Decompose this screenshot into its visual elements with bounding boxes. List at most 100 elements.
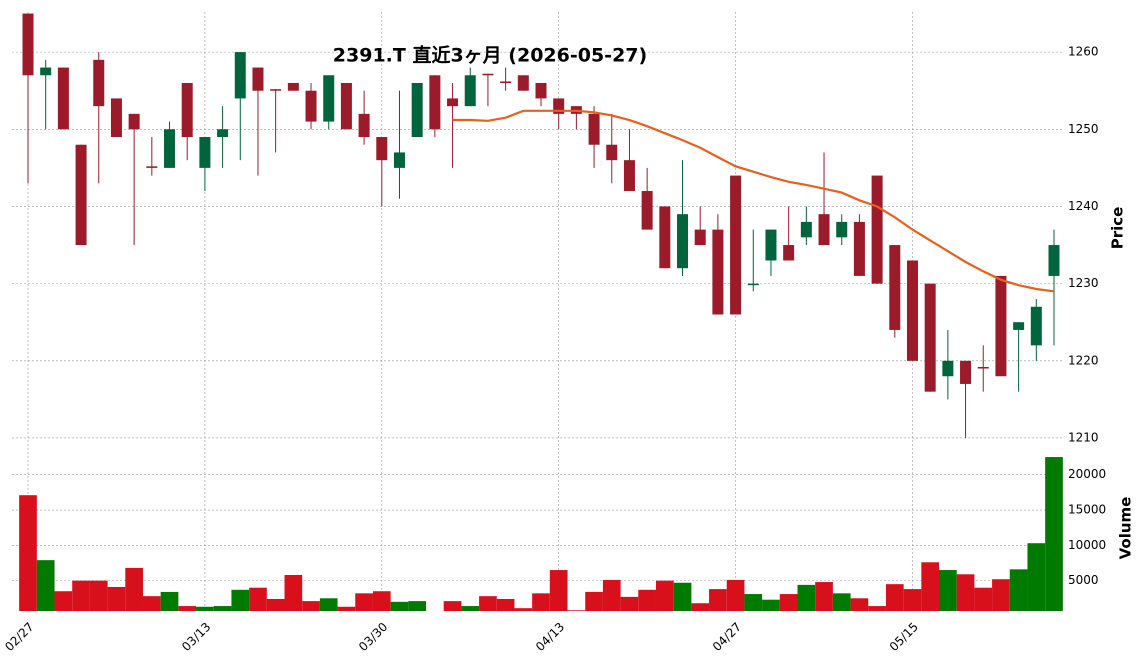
candle-body (482, 73, 494, 76)
candle-body (977, 366, 989, 369)
moving-average-line (452, 109, 1055, 293)
volume-bar (779, 594, 798, 611)
candle-body (270, 89, 282, 91)
volume-bar (762, 599, 780, 611)
volume-bar (832, 593, 851, 611)
volume-bar (956, 574, 975, 611)
y-tick-label: 1210 (1068, 430, 1099, 444)
candle-body (252, 67, 264, 91)
chart-title: 2391.T 直近3ヶ月 (2026-05-27) (333, 44, 647, 67)
volume-bar (885, 584, 904, 611)
candle-body (906, 260, 918, 361)
volume-bar (89, 580, 108, 611)
y2-tick-label: 20000 (1068, 467, 1106, 481)
volume-bar (479, 596, 497, 611)
candle-body (164, 129, 176, 168)
candle-body (623, 160, 635, 192)
volume-bar (1027, 543, 1046, 611)
x-tick-label: 02/27 (2, 620, 36, 654)
volume-bar (266, 598, 285, 611)
candle-body (747, 283, 759, 286)
volume-bar (249, 587, 267, 611)
y2-tick-label: 5000 (1068, 573, 1099, 587)
candle-body (659, 206, 671, 269)
candle-body (128, 113, 140, 130)
volume-bar (585, 591, 603, 611)
volume-bar (868, 606, 886, 611)
volume-bar (1045, 457, 1063, 611)
candle-body (942, 360, 954, 377)
candle-body (464, 75, 476, 107)
candle-body (40, 67, 52, 76)
volume-bar (655, 580, 674, 611)
candle-body (871, 175, 883, 284)
y2-tick-label: 10000 (1068, 538, 1106, 552)
volume-bar (107, 586, 126, 611)
grid (12, 12, 1062, 611)
x-tick-label: 04/13 (533, 620, 567, 654)
y-tick-label: 1230 (1068, 276, 1099, 290)
candle-body (217, 129, 229, 138)
volume-bar (355, 593, 373, 611)
candle-body (995, 275, 1007, 377)
volume-bar (142, 596, 161, 611)
candle-body (411, 82, 423, 138)
candle-body (765, 229, 777, 261)
volume-bar (939, 570, 957, 611)
candle-body (588, 113, 600, 145)
volume-bar (638, 589, 656, 611)
candle-body (553, 98, 565, 114)
candle-body (199, 137, 211, 168)
candle-body (110, 98, 122, 138)
volume-bar (691, 603, 710, 611)
volume-bar (921, 562, 940, 611)
candle-body (429, 75, 441, 130)
volume-bar (1009, 569, 1028, 611)
candle-body (783, 245, 795, 261)
candle-body (535, 82, 547, 99)
volume-bar (337, 606, 356, 611)
volume-bar (709, 589, 727, 611)
candle-body (93, 59, 105, 107)
volume-bar (54, 591, 73, 611)
volume-bar (408, 601, 427, 611)
candle-body (287, 82, 299, 91)
volume-bar (903, 589, 922, 611)
volume-bar (72, 580, 90, 611)
y2-axis-label: Volume (1117, 497, 1135, 560)
candle-body (889, 245, 901, 330)
candle-body (730, 175, 742, 315)
candle-body (447, 98, 459, 107)
volume-bar (514, 608, 533, 611)
candle-body (234, 52, 246, 99)
volume-bar (284, 574, 303, 611)
volume-bar (567, 610, 586, 611)
candle-body (340, 82, 352, 130)
candle-body (712, 229, 724, 315)
volume-bar (673, 582, 692, 611)
candle-body (694, 229, 706, 246)
volume-bar (496, 598, 515, 611)
y-axis-label: Price (1109, 207, 1127, 250)
volume-bar (726, 579, 745, 611)
volume-bar (160, 591, 179, 611)
candle-body (641, 191, 653, 230)
candle-body (606, 144, 618, 161)
volume-bar (390, 601, 409, 611)
candle-body (517, 75, 529, 91)
volume-bar (36, 560, 55, 611)
candle-body (376, 137, 388, 161)
volume-bar (125, 567, 143, 611)
candle-body (22, 13, 34, 76)
volume-bar (319, 598, 338, 611)
x-tick-label: 04/27 (710, 620, 744, 654)
volume-bar (992, 579, 1010, 611)
x-tick-label: 03/13 (179, 620, 213, 654)
candle-body (836, 221, 848, 238)
volume-bar (797, 584, 816, 611)
y-tick-label: 1220 (1068, 353, 1099, 367)
y-tick-label: 1260 (1068, 45, 1099, 59)
volume-bar (302, 601, 320, 611)
volume-bar (602, 579, 621, 611)
